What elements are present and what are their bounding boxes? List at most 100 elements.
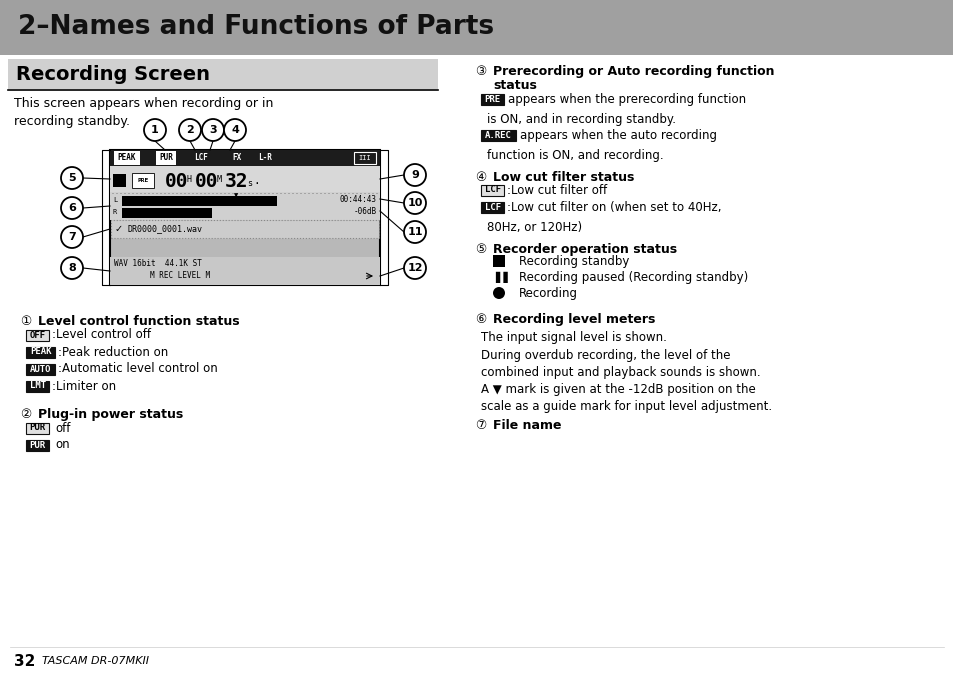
Text: Recording: Recording: [518, 286, 578, 300]
FancyBboxPatch shape: [26, 381, 50, 392]
Text: The input signal level is shown.: The input signal level is shown.: [480, 331, 666, 344]
Text: PUR: PUR: [30, 441, 46, 450]
FancyBboxPatch shape: [480, 202, 504, 213]
Text: :Low cut filter off: :Low cut filter off: [507, 184, 607, 196]
Text: Recorder operation status: Recorder operation status: [493, 243, 677, 256]
Text: Recording level meters: Recording level meters: [493, 313, 655, 326]
Text: PRE: PRE: [137, 178, 149, 182]
Text: ③: ③: [475, 65, 486, 78]
Circle shape: [202, 119, 224, 141]
FancyBboxPatch shape: [110, 150, 379, 285]
Text: off: off: [55, 421, 71, 435]
Text: 00: 00: [194, 172, 218, 191]
FancyBboxPatch shape: [110, 166, 379, 192]
Text: H: H: [187, 176, 192, 184]
Text: PEAK: PEAK: [117, 153, 136, 163]
FancyBboxPatch shape: [110, 150, 379, 166]
Text: M REC LEVEL M: M REC LEVEL M: [150, 271, 210, 281]
Text: appears when the auto recording: appears when the auto recording: [519, 128, 717, 142]
Text: PUR: PUR: [30, 423, 46, 433]
Text: :Peak reduction on: :Peak reduction on: [58, 346, 169, 358]
Circle shape: [403, 257, 426, 279]
Circle shape: [61, 257, 83, 279]
FancyBboxPatch shape: [26, 439, 50, 450]
Text: Recording standby: Recording standby: [518, 254, 629, 267]
Text: AUTO: AUTO: [30, 364, 51, 373]
FancyBboxPatch shape: [8, 59, 437, 89]
Text: status: status: [493, 79, 537, 92]
Circle shape: [61, 167, 83, 189]
FancyBboxPatch shape: [110, 257, 379, 285]
Text: LCF: LCF: [484, 186, 500, 194]
Text: PRE: PRE: [484, 95, 500, 103]
Text: function is ON, and recording.: function is ON, and recording.: [486, 149, 663, 162]
FancyBboxPatch shape: [0, 0, 953, 55]
Text: LCF: LCF: [484, 202, 500, 211]
Text: 80Hz, or 120Hz): 80Hz, or 120Hz): [486, 221, 581, 234]
FancyBboxPatch shape: [480, 94, 504, 105]
FancyBboxPatch shape: [112, 174, 126, 187]
Text: :Low cut filter on (when set to 40Hz,: :Low cut filter on (when set to 40Hz,: [507, 200, 721, 213]
Text: File name: File name: [493, 419, 561, 432]
Circle shape: [493, 287, 504, 299]
Text: 8: 8: [68, 263, 76, 273]
Text: Recording Screen: Recording Screen: [16, 65, 210, 84]
Text: 7: 7: [68, 232, 76, 242]
Circle shape: [61, 226, 83, 248]
Text: LMT: LMT: [30, 381, 46, 391]
Text: 2–Names and Functions of Parts: 2–Names and Functions of Parts: [18, 14, 494, 40]
Text: PUR: PUR: [159, 153, 172, 163]
Circle shape: [403, 164, 426, 186]
Text: ②: ②: [20, 408, 31, 421]
Text: ④: ④: [475, 171, 486, 184]
Circle shape: [61, 197, 83, 219]
FancyBboxPatch shape: [26, 329, 50, 340]
Text: TASCAM DR-07MKII: TASCAM DR-07MKII: [42, 656, 149, 666]
Text: OFF: OFF: [30, 331, 46, 340]
Text: 1: 1: [151, 125, 159, 135]
Text: 12: 12: [407, 263, 422, 273]
Text: :Automatic level control on: :Automatic level control on: [58, 362, 217, 375]
Text: -06dB: -06dB: [354, 207, 376, 215]
Text: ⑥: ⑥: [475, 313, 486, 326]
FancyBboxPatch shape: [111, 220, 378, 238]
Text: During overdub recording, the level of the
combined input and playback sounds is: During overdub recording, the level of t…: [480, 349, 760, 379]
FancyBboxPatch shape: [156, 151, 175, 165]
Text: Low cut filter status: Low cut filter status: [493, 171, 634, 184]
Circle shape: [179, 119, 201, 141]
Text: This screen appears when recording or in
recording standby.: This screen appears when recording or in…: [14, 97, 274, 128]
Text: ·: ·: [253, 179, 259, 189]
Text: 00:44:43: 00:44:43: [339, 194, 376, 203]
Text: ▌▌: ▌▌: [495, 271, 512, 283]
FancyBboxPatch shape: [480, 184, 504, 196]
Text: 32: 32: [14, 653, 35, 668]
Text: A ▼ mark is given at the -12dB position on the
scale as a guide mark for input l: A ▼ mark is given at the -12dB position …: [480, 383, 771, 413]
FancyBboxPatch shape: [113, 151, 140, 165]
Text: on: on: [55, 439, 70, 452]
Text: L-R: L-R: [257, 153, 272, 163]
Text: 3: 3: [209, 125, 216, 135]
FancyBboxPatch shape: [480, 130, 516, 140]
Text: ✓: ✓: [115, 224, 123, 234]
Text: Prerecording or Auto recording function: Prerecording or Auto recording function: [493, 65, 774, 78]
Text: 2: 2: [186, 125, 193, 135]
Text: R: R: [112, 209, 117, 215]
Circle shape: [224, 119, 246, 141]
Text: 9: 9: [411, 170, 418, 180]
FancyBboxPatch shape: [493, 255, 504, 267]
Text: 5: 5: [68, 173, 75, 183]
Text: WAV 16bit  44.1K ST: WAV 16bit 44.1K ST: [113, 259, 202, 269]
Text: :Limiter on: :Limiter on: [52, 379, 116, 392]
Text: 00: 00: [165, 172, 189, 191]
Text: III: III: [358, 155, 371, 161]
Text: 32: 32: [225, 172, 248, 191]
Text: Recording paused (Recording standby): Recording paused (Recording standby): [518, 271, 747, 284]
Text: ▼: ▼: [233, 193, 238, 198]
Text: :Level control off: :Level control off: [52, 329, 152, 342]
FancyBboxPatch shape: [122, 196, 276, 206]
Circle shape: [403, 221, 426, 243]
FancyBboxPatch shape: [132, 173, 153, 188]
Text: ⑤: ⑤: [475, 243, 486, 256]
Text: s: s: [247, 180, 252, 188]
Text: 11: 11: [407, 227, 422, 237]
